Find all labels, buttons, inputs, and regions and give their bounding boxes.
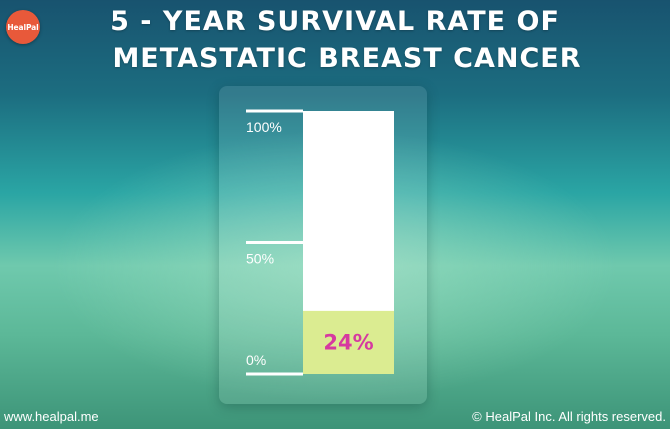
gauge-tick-label: 0% — [246, 352, 266, 368]
page-title-line-2: METASTATIC BREAST CANCER — [112, 43, 582, 74]
gauge-tick-line — [246, 109, 303, 113]
website-link[interactable]: www.healpal.me — [4, 409, 99, 424]
healpal-logo: HealPal — [6, 10, 40, 44]
page-title-line-1: 5 - YEAR SURVIVAL RATE OF — [110, 6, 560, 37]
gauge-tick-label: 100% — [246, 119, 282, 135]
gauge-fill-bar — [303, 310, 394, 374]
gauge-tick-line — [246, 241, 303, 244]
gauge-tick-label: 50% — [246, 251, 274, 267]
gauge-value-label: 24% — [323, 330, 373, 354]
copyright-text: © HealPal Inc. All rights reserved. — [472, 409, 666, 424]
gauge-tick-line — [246, 372, 303, 376]
